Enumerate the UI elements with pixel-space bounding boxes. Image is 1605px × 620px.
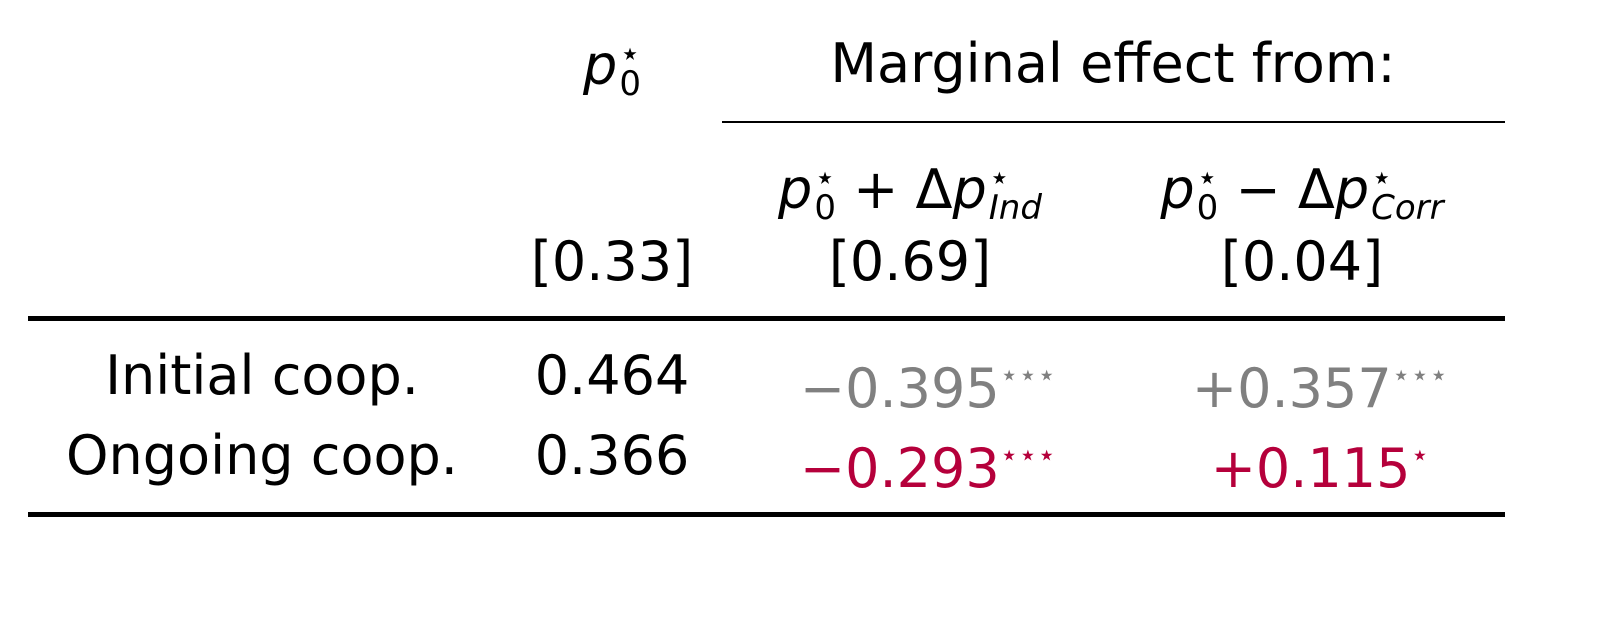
group-rule: [722, 121, 1505, 123]
math-variable: p: [1334, 158, 1370, 221]
math-scripts: ⋆ 0: [814, 158, 836, 229]
column-header: p ⋆ 0 − Δp ⋆ Corr: [1160, 150, 1443, 230]
math-variable: p: [778, 158, 813, 221]
math-scripts: ⋆ Ind: [988, 158, 1042, 229]
row-label-cell: Ongoing coop.: [66, 416, 458, 496]
math-operator: + Δ: [835, 158, 953, 221]
math-superscript: ⋆: [1196, 158, 1218, 199]
bottom-rule: [28, 512, 1505, 517]
baseline-cell: [0.33]: [531, 222, 693, 302]
baseline-cell: [0.04]: [1221, 222, 1383, 302]
row-label: Ongoing coop.: [66, 424, 458, 487]
math-superscript: ⋆: [619, 34, 641, 75]
math-subscript: 0: [1196, 188, 1219, 229]
math-subscript: 0: [814, 188, 836, 229]
significance-stars: ⋆⋆⋆: [999, 358, 1057, 393]
mid-rule: [28, 316, 1505, 321]
significance-stars: ⋆⋆⋆: [1391, 358, 1449, 393]
value: −0.293: [799, 437, 1000, 500]
baseline-cell: [0.69]: [829, 222, 991, 302]
significance-stars: ⋆⋆⋆: [999, 438, 1057, 473]
column-header: p ⋆ 0: [583, 26, 641, 106]
value: 0.464: [534, 344, 690, 407]
math-scripts: ⋆ Corr: [1371, 158, 1444, 229]
math-scripts: ⋆ 0: [619, 34, 641, 105]
baseline-value: [0.33]: [530, 230, 694, 293]
value-cell: 0.464: [535, 336, 690, 416]
value: +0.115: [1210, 437, 1411, 500]
group-header: Marginal effect from:: [830, 32, 1396, 95]
value: −0.395: [799, 357, 1000, 420]
value-cell: 0.366: [535, 416, 690, 496]
math-variable: p: [1160, 158, 1195, 221]
math-variable: p: [952, 158, 987, 221]
math-superscript: ⋆: [814, 158, 836, 199]
value: +0.357: [1191, 357, 1392, 420]
math-subscript: Corr: [1371, 188, 1444, 229]
value-cell: −0.293⋆⋆⋆: [800, 416, 1057, 500]
value-cell: +0.115⋆: [1211, 416, 1430, 500]
math-subscript: 0: [619, 64, 641, 105]
value: 0.366: [534, 424, 690, 487]
math-superscript: ⋆: [1371, 158, 1393, 199]
baseline-value: [0.69]: [828, 230, 992, 293]
group-header-cell: Marginal effect from:: [830, 24, 1395, 104]
column-header: p ⋆ 0 + Δp ⋆ Ind: [778, 150, 1042, 230]
value-cell: +0.357⋆⋆⋆: [1192, 336, 1449, 420]
baseline-value: [0.04]: [1220, 230, 1384, 293]
row-label-cell: Initial coop.: [105, 336, 419, 416]
math-variable: p: [583, 34, 618, 97]
value-cell: −0.395⋆⋆⋆: [800, 336, 1057, 420]
math-operator: − Δ: [1218, 158, 1335, 221]
row-label: Initial coop.: [105, 344, 419, 407]
math-superscript: ⋆: [988, 158, 1011, 199]
significance-stars: ⋆: [1410, 438, 1430, 473]
math-subscript: Ind: [988, 188, 1042, 229]
math-scripts: ⋆ 0: [1196, 158, 1219, 229]
